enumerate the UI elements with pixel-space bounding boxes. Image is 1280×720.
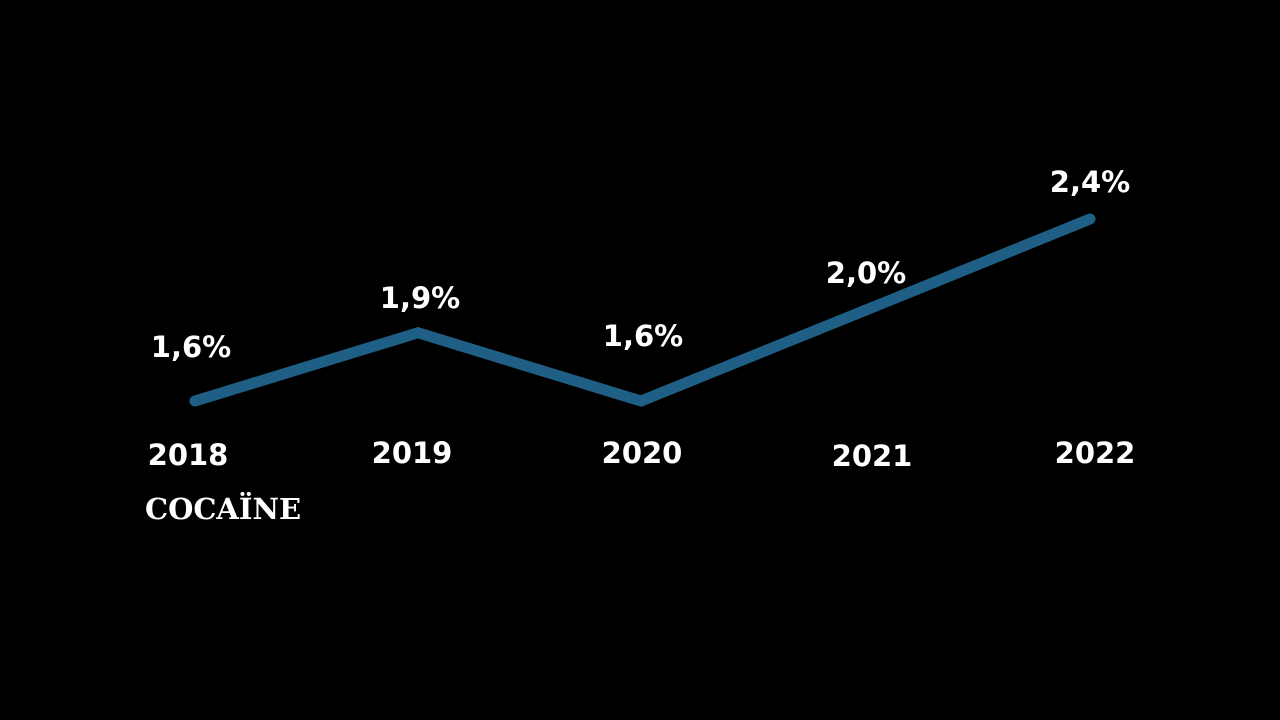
data-label-2019: 1,9% [380,281,460,315]
x-axis-ticks: 2018 2019 2020 2021 2022 [148,436,1136,473]
x-tick-2019: 2019 [372,436,453,470]
series-line [189,213,1096,407]
data-label-2020: 1,6% [603,319,683,353]
data-label-2018: 1,6% [151,330,231,364]
x-tick-2022: 2022 [1055,436,1136,470]
chart-caption: COCAÏNE [145,492,302,526]
value-labels: 1,6% 1,9% 1,6% 2,0% 2,4% [151,165,1130,364]
data-label-2021: 2,0% [826,256,906,290]
x-tick-2018: 2018 [148,438,229,472]
x-tick-2021: 2021 [832,439,913,473]
data-label-2022: 2,4% [1050,165,1130,199]
x-tick-2020: 2020 [602,436,683,470]
